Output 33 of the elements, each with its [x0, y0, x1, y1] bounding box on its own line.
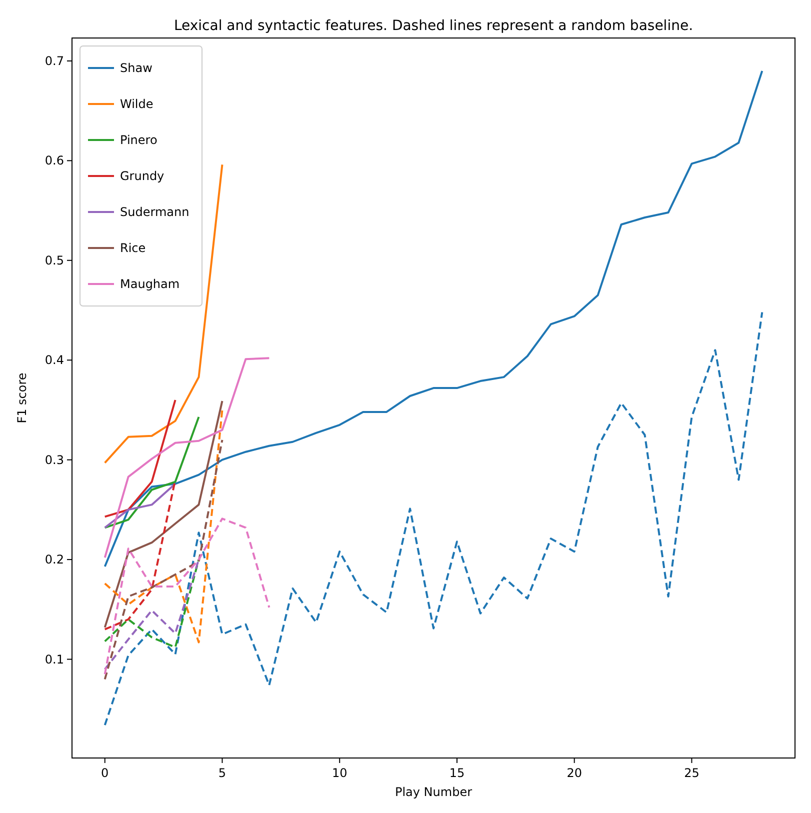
- y-tick-label: 0.2: [44, 552, 64, 567]
- y-tick-label: 0.6: [44, 154, 64, 168]
- line-series: [104, 438, 224, 680]
- y-tick-label: 0.1: [44, 652, 64, 666]
- line-series: [104, 398, 176, 518]
- line-series: [104, 518, 270, 676]
- line-series: [104, 311, 764, 726]
- y-tick-label: 0.5: [44, 253, 64, 268]
- legend-label: Pinero: [120, 133, 158, 147]
- line-series: [104, 482, 176, 529]
- legend-label: Rice: [120, 241, 146, 255]
- y-axis-title: F1 score: [15, 372, 29, 424]
- y-tick-label: 0.3: [44, 452, 64, 467]
- x-tick-label: 5: [218, 766, 226, 780]
- legend-label: Maugham: [120, 277, 180, 291]
- y-tick-label: 0.4: [44, 353, 64, 368]
- legend-label: Shaw: [120, 61, 153, 75]
- line-series: [104, 558, 200, 670]
- line-series: [104, 558, 200, 648]
- x-axis-title: Play Number: [394, 785, 472, 799]
- legend-label: Wilde: [120, 97, 154, 111]
- x-tick-label: 20: [566, 766, 582, 780]
- x-tick-label: 0: [101, 766, 109, 780]
- x-tick-label: 10: [332, 766, 348, 780]
- legend-label: Grundy: [120, 169, 164, 183]
- line-series: [104, 357, 270, 559]
- x-tick-label: 25: [684, 766, 700, 780]
- chart-title: Lexical and syntactic features. Dashed lines represent a random baseline.: [174, 18, 694, 34]
- line-series: [104, 416, 200, 529]
- legend-label: Sudermann: [120, 205, 190, 219]
- line-series: [104, 164, 224, 464]
- y-tick-label: 0.7: [44, 54, 64, 68]
- x-tick-label: 15: [449, 766, 465, 780]
